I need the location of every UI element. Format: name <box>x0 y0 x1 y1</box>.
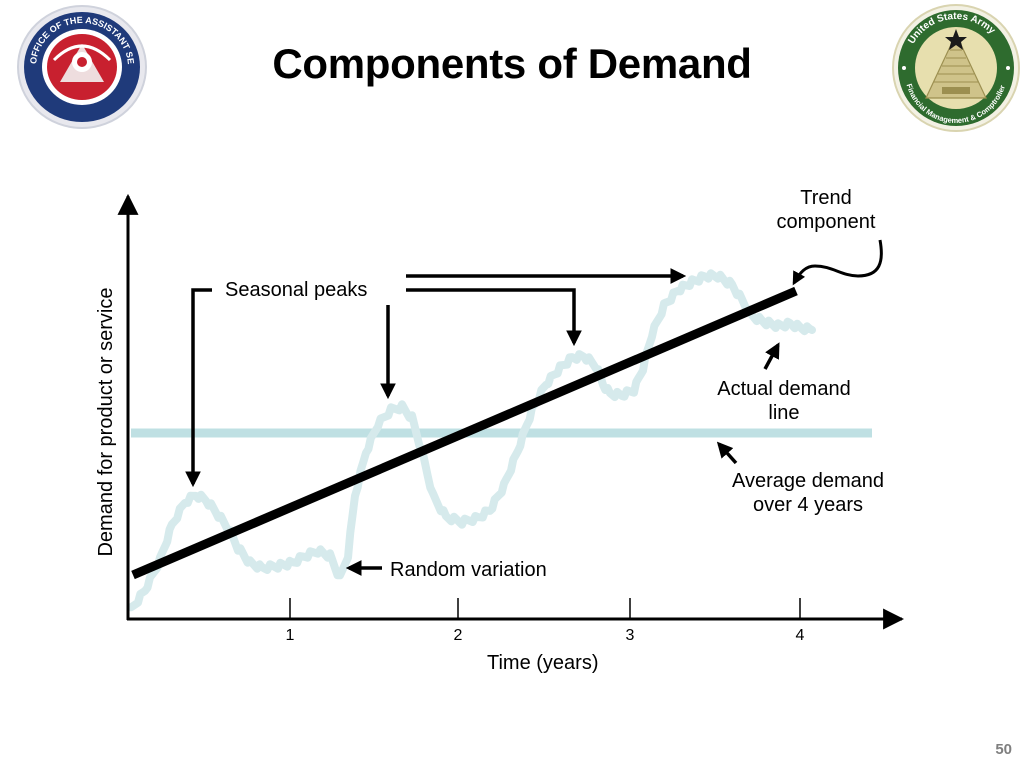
average-demand-label: Average demand over 4 years <box>712 469 904 517</box>
actual-label-line2: line <box>768 402 800 424</box>
trend-label-line2: component <box>776 211 876 233</box>
seasonal-peak-arrow-year3 <box>406 288 582 347</box>
trend-component-label: Trend component <box>762 186 890 234</box>
trend-component-line <box>131 286 798 580</box>
army-financial-management-seal-logo: United States Army Financial Management … <box>892 4 1020 132</box>
page-number: 50 <box>995 741 1012 758</box>
actual-demand-line <box>127 269 816 612</box>
army-secretary-seal-logo: OFFICE OF THE ASSISTANT SECRETARY OF THE… <box>14 2 147 129</box>
average-demand-arrow <box>716 441 738 465</box>
actual-demand-label: Actual demand line <box>700 377 868 425</box>
average-label-line2: over 4 years <box>752 494 864 516</box>
x-axis-label: Time (years) <box>487 652 599 674</box>
trend-component-arrow <box>792 239 883 286</box>
x-tick-label-4: 4 <box>795 627 805 644</box>
x-tick-label-3: 3 <box>625 627 635 644</box>
y-axis-label: Demand for product or service <box>95 287 117 557</box>
x-tick-label-1: 1 <box>285 627 295 644</box>
random-variation-label: Random variation <box>390 559 547 581</box>
slide-title: Components of Demand <box>272 40 752 87</box>
actual-demand-arrow <box>763 342 780 370</box>
trend-label-line1: Trend <box>800 187 852 209</box>
seasonal-peaks-label: Seasonal peaks <box>225 279 368 301</box>
x-tick-label-2: 2 <box>453 627 463 644</box>
seasonal-peak-arrow-year1 <box>185 288 212 488</box>
average-label-line1: Average demand <box>732 470 884 492</box>
actual-label-line1: Actual demand <box>717 378 851 400</box>
